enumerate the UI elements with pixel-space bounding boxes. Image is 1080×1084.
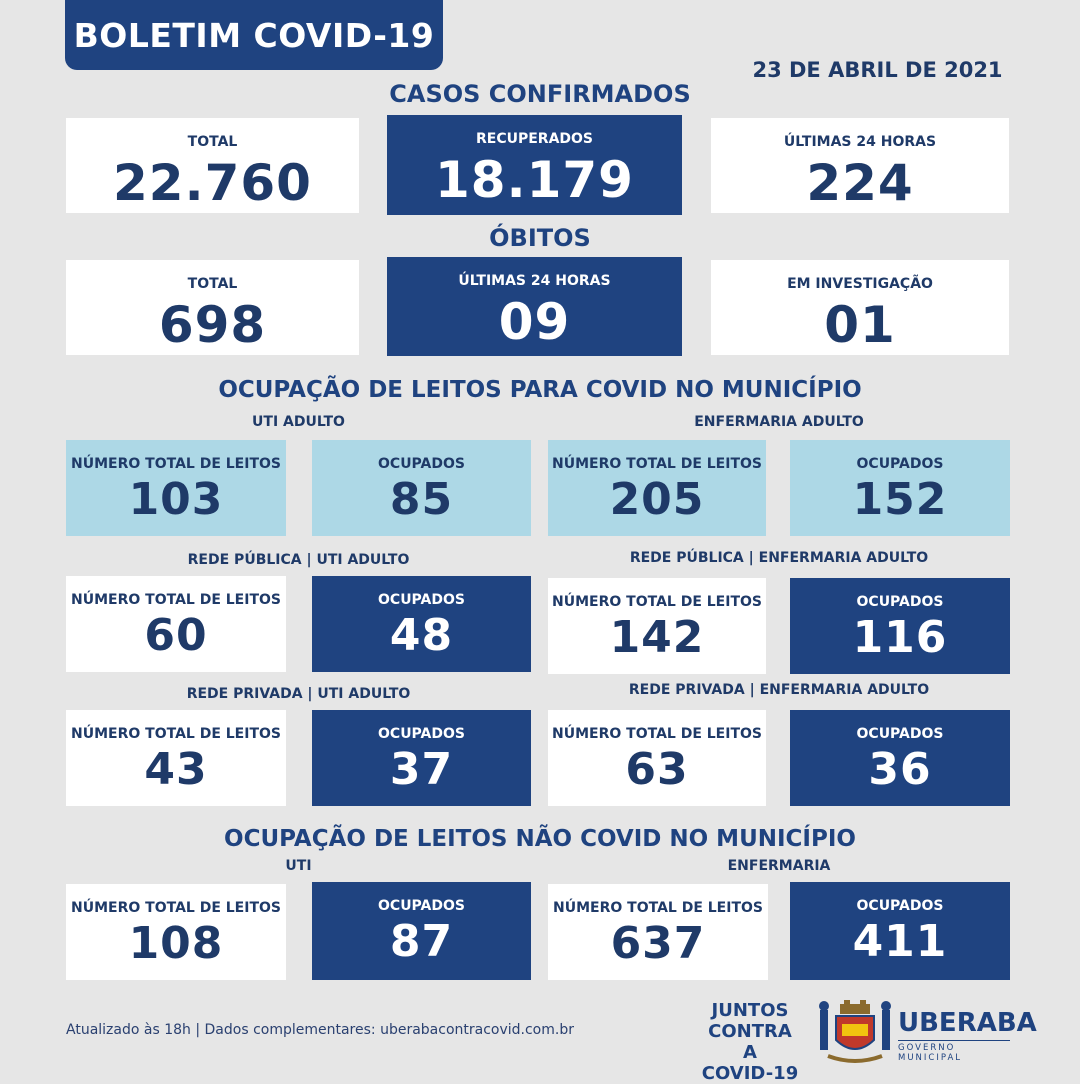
priv-enf-total-card: NÚMERO TOTAL DE LEITOS 63	[548, 710, 766, 806]
bulletin-title: BOLETIM COVID-19	[65, 0, 443, 70]
juntos-logo: JUNTOS CONTRA A COVID-19	[700, 1000, 800, 1084]
obitos-investigacao-value: 01	[824, 296, 896, 354]
naocovid-uti-ocupados-card: OCUPADOS 87	[312, 882, 531, 980]
pub-uti-label: REDE PÚBLICA | UTI ADULTO	[187, 552, 410, 568]
casos-recuperados-label: RECUPERADOS	[475, 131, 594, 147]
covid-enf-total-value: 205	[609, 474, 705, 525]
pub-enf-ocupados-value: 116	[852, 612, 948, 663]
city-name: UBERABA	[898, 1008, 1037, 1038]
pub-enf-total-value: 142	[609, 612, 705, 663]
covid-enf-label: ENFERMARIA ADULTO	[694, 414, 864, 430]
naocovid-uti-ocupados-value: 87	[389, 916, 454, 967]
pub-enf-ocupados-card: OCUPADOS 116	[790, 578, 1010, 674]
pub-uti-total-value: 60	[144, 610, 208, 661]
priv-enf-total-value: 63	[625, 744, 689, 795]
obitos-ultimas-label: ÚLTIMAS 24 HORAS	[458, 273, 611, 289]
obitos-title: ÓBITOS	[489, 224, 591, 252]
bulletin-date: 23 DE ABRIL DE 2021	[752, 58, 1003, 82]
naocovid-enf-label: ENFERMARIA	[727, 858, 831, 874]
casos-ultimas-value: 224	[806, 154, 914, 212]
naocovid-enf-total-value: 637	[610, 918, 706, 969]
covid-enf-total-label: NÚMERO TOTAL DE LEITOS	[552, 456, 762, 472]
priv-enf-total-label: NÚMERO TOTAL DE LEITOS	[552, 726, 762, 742]
covid-title: OCUPAÇÃO DE LEITOS PARA COVID NO MUNICÍP…	[218, 377, 862, 403]
naocovid-enf-total-card: NÚMERO TOTAL DE LEITOS 637	[548, 884, 768, 980]
juntos-line-2: CONTRA A	[708, 1021, 792, 1063]
covid-uti-label: UTI ADULTO	[252, 414, 345, 430]
covid-enf-ocupados-value: 152	[852, 474, 948, 525]
juntos-line-1: JUNTOS	[711, 1000, 789, 1021]
priv-uti-ocupados-value: 37	[389, 744, 454, 795]
juntos-line-3: COVID-19	[701, 1063, 799, 1084]
priv-enf-ocupados-card: OCUPADOS 36	[790, 710, 1010, 806]
priv-uti-ocupados-label: OCUPADOS	[378, 726, 465, 742]
obitos-ultimas-value: 09	[498, 293, 571, 351]
casos-recuperados-value: 18.179	[435, 151, 634, 209]
pub-uti-total-card: NÚMERO TOTAL DE LEITOS 60	[66, 576, 286, 672]
covid-uti-ocupados-card: OCUPADOS 85	[312, 440, 531, 536]
naocovid-uti-total-label: NÚMERO TOTAL DE LEITOS	[71, 900, 281, 916]
priv-uti-total-card: NÚMERO TOTAL DE LEITOS 43	[66, 710, 286, 806]
pub-uti-total-label: NÚMERO TOTAL DE LEITOS	[71, 592, 281, 608]
covid-uti-ocupados-value: 85	[389, 474, 454, 525]
city-crest-icon	[818, 996, 892, 1066]
obitos-investigacao-card: EM INVESTIGAÇÃO 01	[711, 260, 1009, 355]
naocovid-enf-total-label: NÚMERO TOTAL DE LEITOS	[553, 900, 763, 916]
casos-title: CASOS CONFIRMADOS	[389, 80, 691, 108]
obitos-ultimas-card: ÚLTIMAS 24 HORAS 09	[387, 257, 682, 356]
footer-note: Atualizado às 18h | Dados complementares…	[66, 1022, 574, 1038]
naocovid-enf-ocupados-card: OCUPADOS 411	[790, 882, 1010, 980]
priv-enf-label: REDE PRIVADA | ENFERMARIA ADULTO	[628, 682, 930, 698]
obitos-total-card: TOTAL 698	[66, 260, 359, 355]
pub-uti-ocupados-card: OCUPADOS 48	[312, 576, 531, 672]
obitos-total-label: TOTAL	[187, 276, 238, 292]
obitos-investigacao-label: EM INVESTIGAÇÃO	[787, 276, 933, 292]
naocovid-enf-ocupados-value: 411	[852, 916, 948, 967]
covid-enf-total-card: NÚMERO TOTAL DE LEITOS 205	[548, 440, 766, 536]
priv-uti-total-label: NÚMERO TOTAL DE LEITOS	[71, 726, 281, 742]
covid-uti-total-value: 103	[128, 474, 224, 525]
priv-uti-total-value: 43	[144, 744, 208, 795]
naocovid-uti-ocupados-label: OCUPADOS	[378, 898, 465, 914]
covid-uti-total-card: NÚMERO TOTAL DE LEITOS 103	[66, 440, 286, 536]
casos-ultimas-card: ÚLTIMAS 24 HORAS 224	[711, 118, 1009, 213]
casos-total-label: TOTAL	[187, 134, 238, 150]
pub-enf-label: REDE PÚBLICA | ENFERMARIA ADULTO	[629, 550, 929, 566]
priv-enf-ocupados-label: OCUPADOS	[856, 726, 944, 742]
pub-uti-ocupados-value: 48	[389, 610, 454, 661]
naocovid-title: OCUPAÇÃO DE LEITOS NÃO COVID NO MUNICÍPI…	[224, 826, 856, 852]
naocovid-uti-total-value: 108	[128, 918, 224, 969]
covid-enf-ocupados-label: OCUPADOS	[856, 456, 944, 472]
casos-total-card: TOTAL 22.760	[66, 118, 359, 213]
pub-enf-total-card: NÚMERO TOTAL DE LEITOS 142	[548, 578, 766, 674]
priv-uti-ocupados-card: OCUPADOS 37	[312, 710, 531, 806]
casos-ultimas-label: ÚLTIMAS 24 HORAS	[783, 134, 937, 150]
pub-enf-ocupados-label: OCUPADOS	[856, 594, 944, 610]
pub-uti-ocupados-label: OCUPADOS	[378, 592, 465, 608]
naocovid-enf-ocupados-label: OCUPADOS	[856, 898, 944, 914]
priv-enf-ocupados-value: 36	[868, 744, 932, 795]
naocovid-uti-total-card: NÚMERO TOTAL DE LEITOS 108	[66, 884, 286, 980]
covid-enf-ocupados-card: OCUPADOS 152	[790, 440, 1010, 536]
covid-uti-total-label: NÚMERO TOTAL DE LEITOS	[71, 456, 281, 472]
pub-enf-total-label: NÚMERO TOTAL DE LEITOS	[552, 594, 762, 610]
city-government: GOVERNO MUNICIPAL	[898, 1040, 1010, 1063]
priv-uti-label: REDE PRIVADA | UTI ADULTO	[186, 686, 411, 702]
covid-uti-ocupados-label: OCUPADOS	[378, 456, 465, 472]
casos-total-value: 22.760	[113, 154, 312, 212]
obitos-total-value: 698	[158, 296, 267, 354]
casos-recuperados-card: RECUPERADOS 18.179	[387, 115, 682, 215]
naocovid-uti-label: UTI	[285, 858, 312, 874]
